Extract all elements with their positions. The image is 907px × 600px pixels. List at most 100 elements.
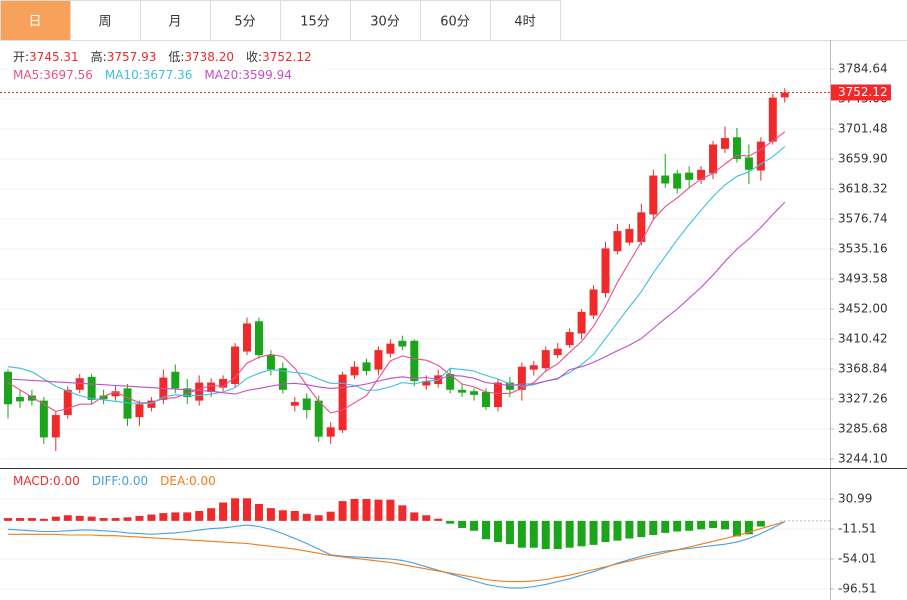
macd-bar: [422, 515, 431, 521]
macd-bar: [505, 520, 514, 545]
y-tick-label: 3327.26: [838, 391, 888, 405]
candle-body: [410, 340, 419, 382]
tab-background[interactable]: [210, 0, 281, 41]
info-label: DIFF:: [92, 474, 122, 488]
macd-bar: [195, 510, 204, 521]
candle-body: [219, 378, 228, 388]
macd-bar: [254, 503, 263, 521]
tab-background[interactable]: [490, 0, 561, 41]
candle-body: [15, 397, 24, 402]
tab-label[interactable]: 月: [168, 15, 181, 30]
macd-bar: [219, 502, 228, 521]
candle-body: [697, 169, 706, 180]
tab[interactable]: 60分: [420, 0, 491, 41]
candle-body: [577, 311, 586, 334]
candle-body: [732, 137, 741, 159]
tab-label[interactable]: 30分: [370, 15, 400, 30]
macd-bar: [63, 515, 72, 521]
tab[interactable]: 5分: [210, 0, 281, 41]
candle-body: [231, 346, 240, 385]
candle-body: [195, 382, 204, 401]
info-label: 收:: [246, 50, 262, 64]
info-value: 0.00: [121, 474, 148, 488]
candle-body: [75, 378, 84, 390]
tab-label[interactable]: 日: [28, 15, 41, 30]
info-label: MA20:: [204, 68, 242, 82]
candle-body: [661, 175, 670, 184]
tab[interactable]: 30分: [350, 0, 421, 41]
tab-background[interactable]: [140, 0, 211, 41]
candle-body: [601, 248, 610, 294]
macd-bar: [613, 520, 622, 541]
y-tick-label: 3244.10: [838, 451, 888, 465]
tab-label[interactable]: 5分: [234, 15, 255, 30]
y-tick-label: 30.99: [838, 491, 872, 505]
tab-background[interactable]: [70, 0, 141, 41]
candle-body: [123, 388, 132, 419]
y-tick-label: -54.01: [838, 551, 877, 565]
info-value: 0.00: [53, 474, 80, 488]
macd-bar: [732, 520, 741, 537]
macd-bar: [398, 505, 407, 521]
macd-bar: [410, 512, 419, 521]
y-tick-label: -11.51: [838, 521, 877, 535]
candle-body: [350, 366, 359, 376]
macd-bar: [434, 518, 443, 521]
macd-bar: [470, 520, 479, 531]
tab-label[interactable]: 60分: [440, 15, 470, 30]
macd-bar: [87, 516, 96, 521]
tab-label[interactable]: 周: [98, 15, 111, 30]
macd-bar: [697, 520, 706, 530]
tab[interactable]: 周: [70, 0, 141, 41]
tab[interactable]: 日: [0, 0, 71, 41]
candle-body: [768, 97, 777, 142]
info-value: 3697.56: [43, 68, 93, 82]
tab[interactable]: 4时: [490, 0, 561, 41]
tab-background[interactable]: [350, 0, 421, 41]
candle-body: [338, 374, 347, 431]
info-value: 0.00: [189, 474, 216, 488]
candle-body: [625, 228, 634, 243]
info-row: 开:3745.31 高:3757.93 低:3738.20 收:3752.12: [13, 49, 312, 64]
candle-body: [493, 382, 502, 408]
candle-body: [326, 427, 335, 437]
macd-bar: [4, 518, 12, 521]
candle-body: [422, 381, 431, 386]
y-tick-label: 3452.00: [838, 301, 888, 315]
macd-bar: [302, 513, 311, 521]
candle-body: [756, 141, 765, 171]
macd-bar: [39, 518, 48, 521]
macd-bar: [374, 499, 383, 521]
tab-background[interactable]: [280, 0, 351, 41]
tab[interactable]: 15分: [280, 0, 351, 41]
y-tick-label: 3659.90: [838, 152, 888, 166]
candle-body: [39, 400, 48, 438]
candle-body: [362, 362, 371, 372]
info-value: 3745.31: [29, 50, 79, 64]
tab-background[interactable]: [0, 0, 71, 41]
macd-bar: [278, 510, 287, 521]
macd-bar: [529, 520, 538, 548]
macd-bar: [111, 518, 120, 521]
tab[interactable]: 月: [140, 0, 211, 41]
y-tick-label: 3784.64: [838, 62, 888, 76]
line-series: [8, 521, 785, 583]
tab-label[interactable]: 4时: [514, 15, 535, 30]
macd-bar: [159, 513, 168, 521]
candle-body: [780, 92, 789, 98]
y-tick-label: 3701.48: [838, 122, 888, 136]
macd-bar: [386, 499, 395, 521]
macd-bar: [51, 516, 60, 521]
info-backdrop: [8, 47, 328, 83]
candle-body: [135, 404, 144, 418]
candle-body: [171, 371, 180, 389]
candle-body: [266, 355, 275, 370]
macd-bar: [350, 498, 359, 521]
last-price-tag: [831, 84, 891, 101]
last-price-label: 3752.12: [838, 85, 888, 99]
macd-bar: [207, 508, 216, 521]
candle-body: [673, 173, 682, 189]
candle-body: [446, 373, 455, 390]
tab-label[interactable]: 15分: [300, 15, 330, 30]
